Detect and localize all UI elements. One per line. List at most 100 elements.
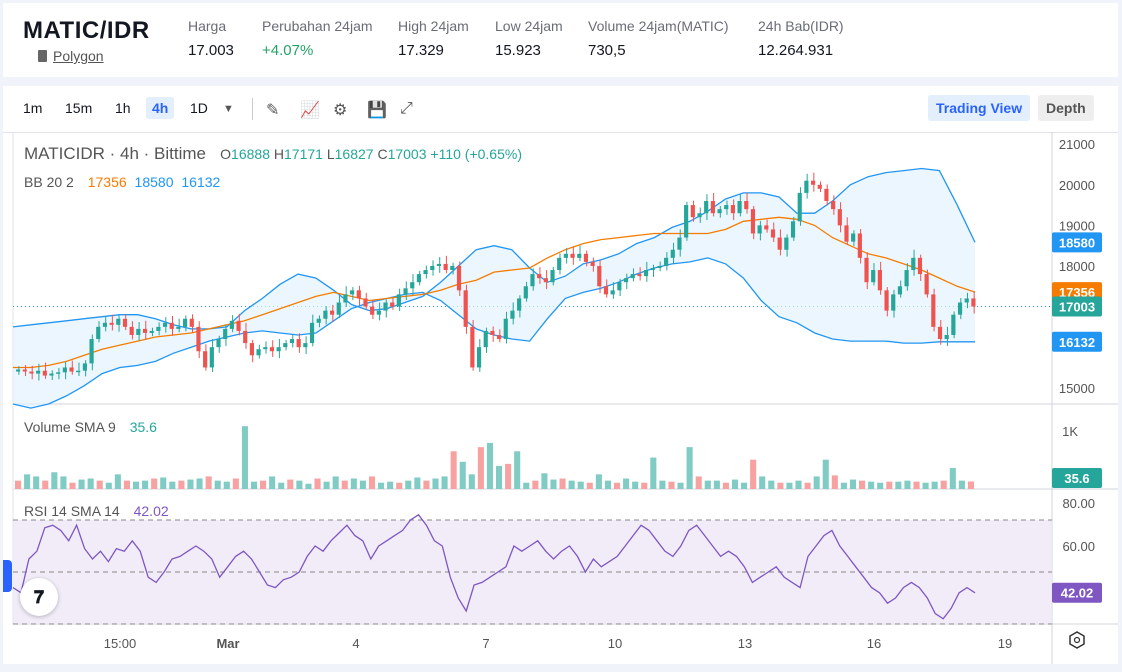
stat-price: Harga 17.003 <box>188 18 234 59</box>
volume-bar <box>414 477 421 489</box>
volume-bar <box>15 480 22 489</box>
candle-body <box>303 343 308 348</box>
candle-body <box>617 282 622 291</box>
volume-bar <box>459 461 466 489</box>
candle-body <box>717 209 722 214</box>
candle-body <box>623 278 629 283</box>
volume-bar <box>831 475 838 489</box>
timeframe-1h[interactable]: 1h <box>115 100 131 116</box>
candle-body <box>189 318 194 327</box>
volume-bar <box>341 480 348 489</box>
bb-lower-line <box>12 257 975 409</box>
candle-body <box>49 373 54 376</box>
candle-body <box>423 270 428 275</box>
volume-bar <box>450 451 457 489</box>
volume-bar <box>287 479 294 489</box>
settings-dot-icon <box>1073 636 1081 644</box>
candle-body <box>196 326 201 352</box>
rsi-tick-label: 60.00 <box>1062 539 1095 554</box>
stat-idr-volume: 24h Bab(IDR) 12.264.931 <box>758 18 844 59</box>
stat-label: Harga <box>188 18 227 34</box>
close-label: C <box>377 146 388 162</box>
candle-body <box>336 302 341 315</box>
trading-view-button[interactable]: Trading View <box>928 95 1031 121</box>
candle-body <box>276 347 281 352</box>
candle-body <box>229 320 234 329</box>
volume-bar <box>260 480 267 489</box>
depth-button[interactable]: Depth <box>1038 95 1094 121</box>
bb-lower-value: 16132 <box>181 174 221 190</box>
high-value: 17171 <box>284 146 323 162</box>
candle-body <box>450 265 455 271</box>
volume-bar <box>78 479 85 489</box>
candle-body <box>637 274 642 277</box>
candle-body <box>497 334 502 340</box>
candle-body <box>376 310 381 315</box>
candle-body <box>684 205 689 238</box>
volume-bar <box>160 477 167 489</box>
candle-body <box>343 294 348 303</box>
candle-body <box>183 318 188 327</box>
candle-body <box>96 326 101 340</box>
candle-body <box>550 270 555 283</box>
candle-body <box>523 286 528 299</box>
candle-body <box>62 367 67 373</box>
low-value: 16827 <box>334 146 374 162</box>
volume-bar <box>250 481 258 489</box>
stat-label: High 24jam <box>398 18 469 34</box>
volume-bar <box>586 482 593 489</box>
candle-body <box>350 290 355 295</box>
candle-body <box>530 274 535 287</box>
chart-canvas[interactable]: 21000 20000 19000 18000 15000 1K 80.00 60.00 185… <box>3 132 1118 664</box>
bb-mid-value: 17356 <box>87 174 127 190</box>
candle-body <box>884 290 889 311</box>
chevron-down-icon[interactable]: ▼ <box>223 103 234 115</box>
save-icon[interactable]: 💾 <box>367 102 387 119</box>
volume-bar <box>650 457 657 489</box>
volume-bar <box>278 482 285 489</box>
gear-icon[interactable]: ⚙ <box>333 102 348 119</box>
side-panel-handle[interactable] <box>3 560 12 592</box>
stat-volume: Volume 24jam(MATIC) 730,5 <box>588 18 729 59</box>
candle-body <box>82 363 87 371</box>
volume-bar <box>523 482 530 489</box>
candle-body <box>129 326 134 335</box>
volume-bar <box>378 482 385 489</box>
candle-body <box>877 270 882 291</box>
bb-mid-line <box>13 216 976 369</box>
volume-bar <box>713 480 720 489</box>
candle-body <box>857 233 862 258</box>
volume-bar <box>967 481 974 489</box>
volume-bar <box>568 480 575 489</box>
candle-body <box>924 274 929 295</box>
price-tick-label: 21000 <box>1059 137 1095 152</box>
rsi-label: RSI 14 SMA 14 <box>24 503 120 519</box>
volume-bar <box>541 473 548 489</box>
stat-value: 730,5 <box>588 42 626 59</box>
badge-rsi: 42.02 <box>1061 586 1094 601</box>
timeframe-15m[interactable]: 15m <box>65 100 93 116</box>
candle-body <box>363 298 368 307</box>
volume-bar <box>214 480 221 489</box>
pencil-icon[interactable]: ✎ <box>266 102 280 119</box>
network-link[interactable]: Polygon <box>38 48 104 64</box>
candle-body <box>784 237 789 250</box>
timeframe-4h[interactable]: 4h <box>146 97 175 119</box>
time-tick-label: Mar <box>216 636 239 651</box>
fullscreen-icon[interactable]: ⤢ <box>400 100 413 117</box>
volume-bar <box>24 474 31 489</box>
candle-body <box>243 330 248 344</box>
candle-body <box>483 330 488 348</box>
indicator-icon[interactable]: 📈 <box>300 102 320 119</box>
candle-body <box>436 263 442 266</box>
volume-bar <box>604 480 611 489</box>
volume-bar <box>532 480 539 489</box>
volume-bar <box>949 468 956 489</box>
volume-bar <box>396 482 403 489</box>
low-label: L <box>326 146 335 162</box>
timeframe-1d[interactable]: 1D <box>190 100 208 116</box>
volume-bar <box>187 479 194 489</box>
timeframe-1m[interactable]: 1m <box>23 100 43 116</box>
volume-bar <box>886 481 893 489</box>
tradingview-logo[interactable]: 𝟕 <box>20 578 58 616</box>
